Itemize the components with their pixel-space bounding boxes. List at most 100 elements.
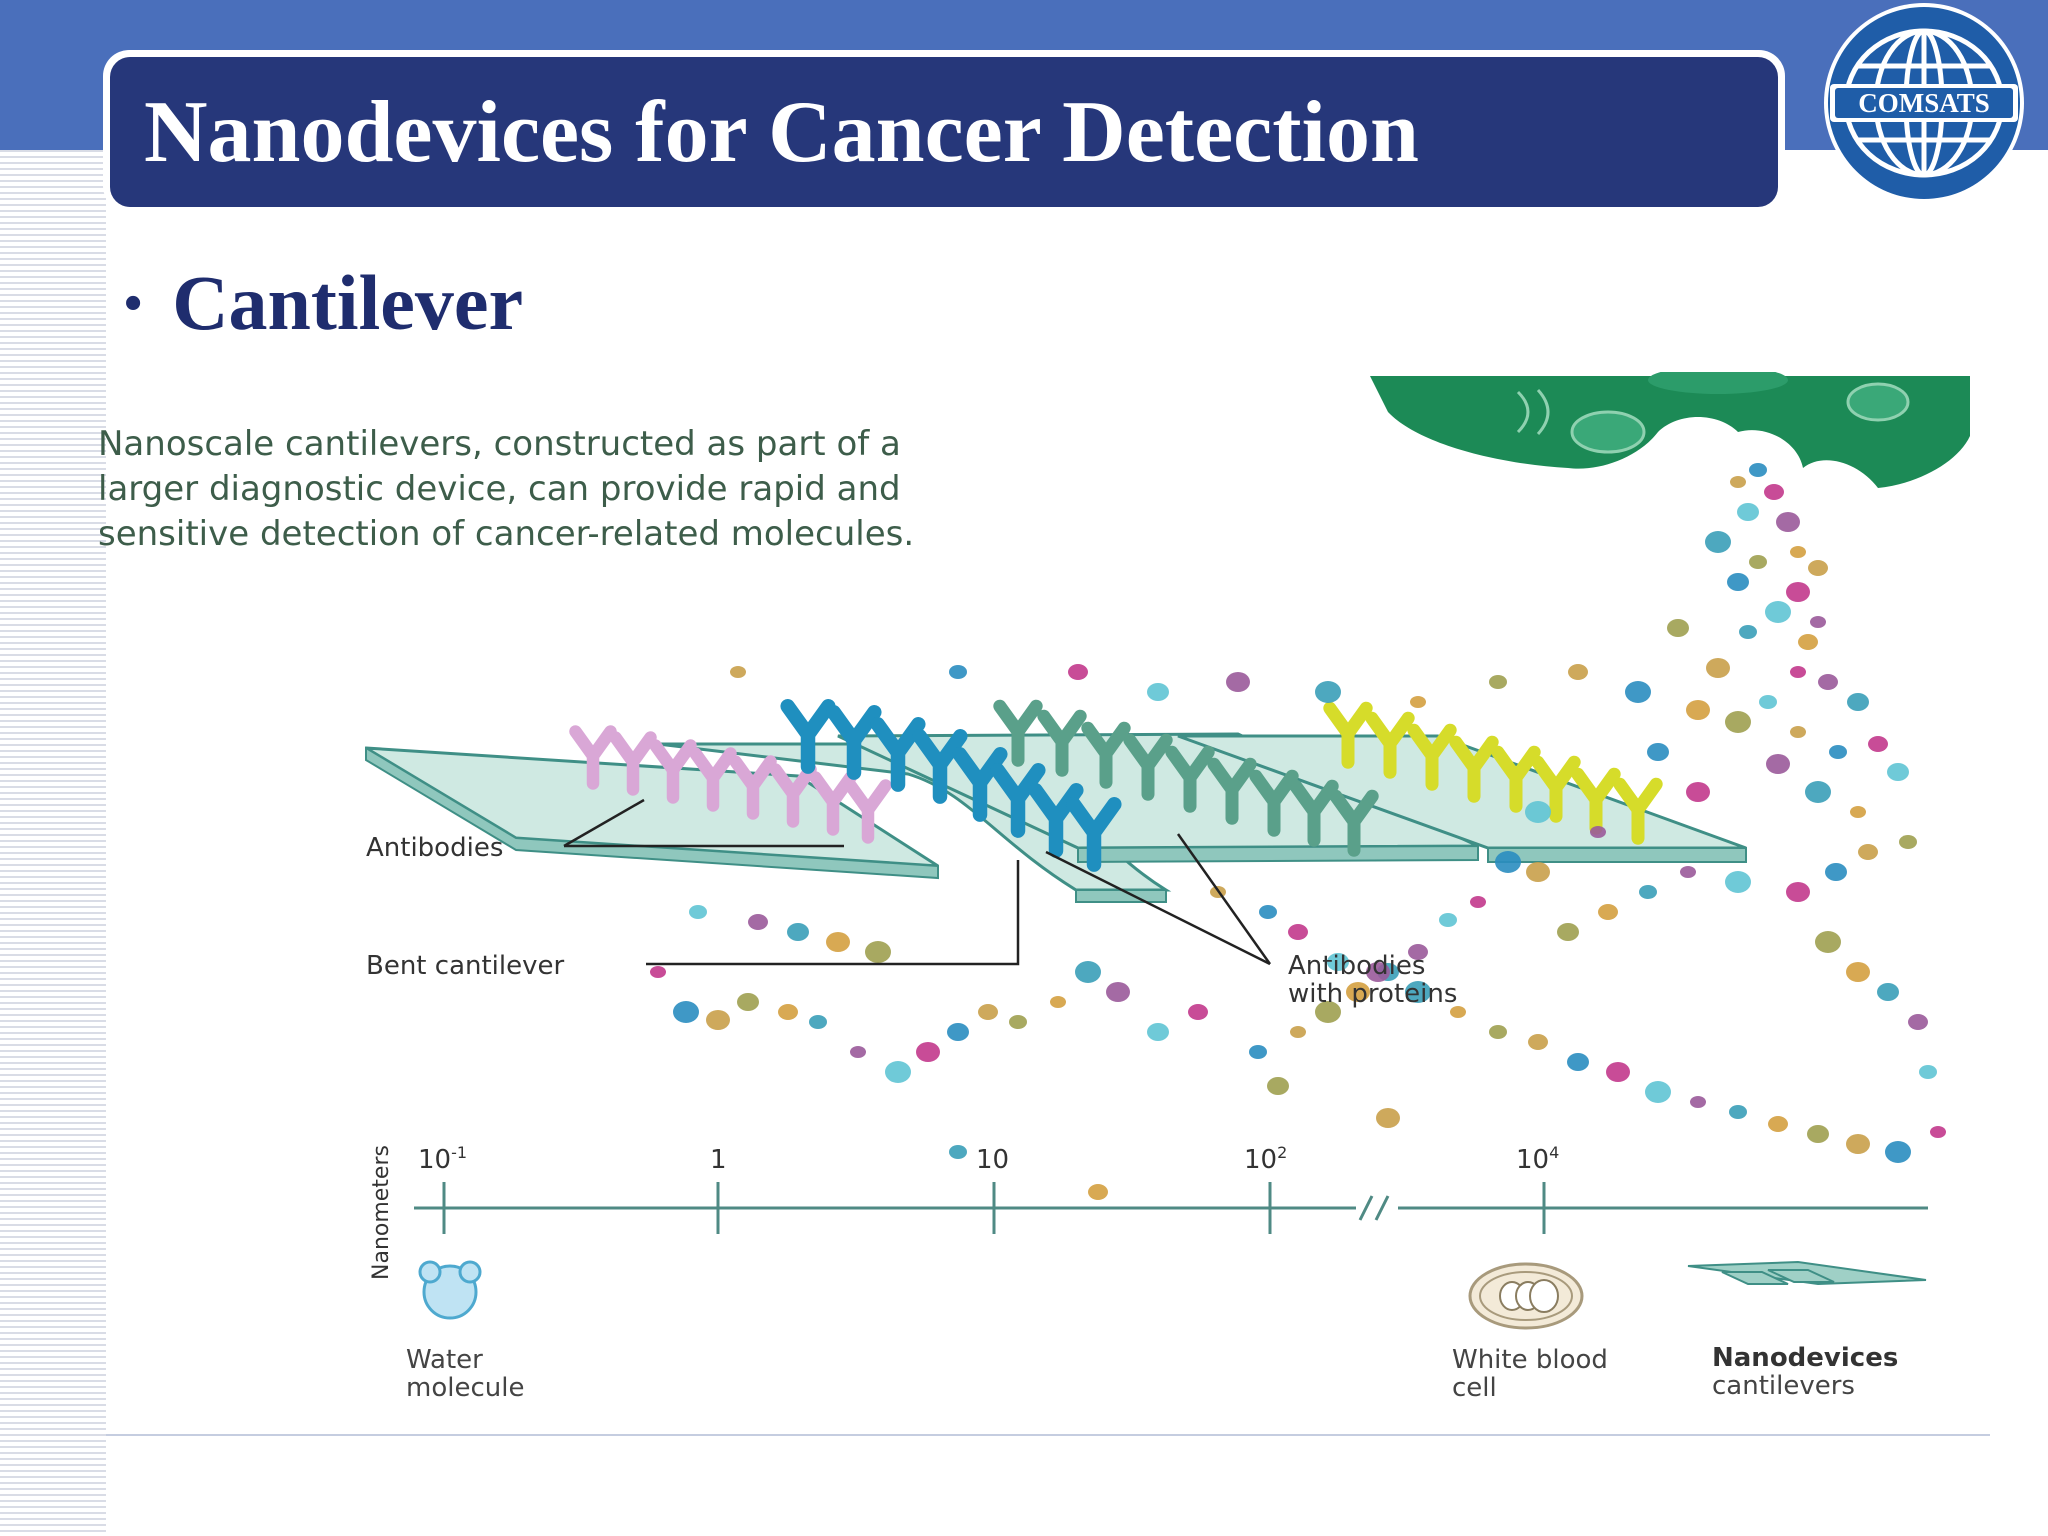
molecule <box>1315 1001 1341 1023</box>
water-label-1: Water <box>406 1345 483 1375</box>
antibody <box>689 747 737 812</box>
scale-axis-label: Nanometers <box>369 1145 394 1280</box>
molecule <box>1899 835 1917 849</box>
molecule <box>1846 1134 1870 1154</box>
molecule <box>1249 1045 1267 1059</box>
molecule <box>1825 863 1847 881</box>
molecule <box>1818 674 1838 690</box>
molecule <box>1315 681 1341 703</box>
antibody <box>1531 755 1581 823</box>
molecule <box>737 993 759 1011</box>
molecule <box>1106 982 1130 1002</box>
molecule <box>1376 1108 1400 1128</box>
molecule <box>1526 862 1550 882</box>
antibody <box>952 747 1008 822</box>
comsats-logo: COMSATS <box>1824 3 2024 203</box>
molecule <box>1147 1023 1169 1041</box>
molecule <box>1798 634 1818 650</box>
label-antibodies-proteins-1: Antibodies <box>1288 951 1425 981</box>
molecule <box>865 941 891 963</box>
molecule <box>1557 923 1579 941</box>
wbc-label-2: cell <box>1452 1373 1497 1403</box>
molecule <box>1766 754 1790 774</box>
antibody <box>870 717 926 792</box>
molecule <box>1450 1006 1466 1018</box>
molecule <box>1908 1014 1928 1030</box>
molecule <box>1868 736 1888 752</box>
label-antibodies-proteins-2: with proteins <box>1288 979 1457 1009</box>
molecule <box>1288 924 1308 940</box>
antibody <box>1165 745 1215 813</box>
antibodies-blue <box>780 699 1122 872</box>
antibody <box>1249 769 1299 837</box>
molecule <box>1759 695 1777 709</box>
molecule <box>1807 1125 1829 1143</box>
molecule <box>1568 664 1588 680</box>
molecule <box>850 1046 866 1058</box>
cantilever-right <box>1177 734 1747 863</box>
molecule <box>1858 844 1878 860</box>
nano-label-2: cantilevers <box>1712 1371 1855 1401</box>
molecule <box>1737 503 1759 521</box>
molecule <box>1805 781 1831 803</box>
molecule <box>1739 625 1757 639</box>
molecule <box>1147 683 1169 701</box>
nano-label-1: Nanodevices <box>1712 1343 1898 1373</box>
molecule <box>1706 658 1730 678</box>
molecule <box>916 1042 940 1062</box>
molecule <box>1088 1184 1108 1200</box>
molecule <box>1075 961 1101 983</box>
tick-label-1: 1 <box>710 1145 727 1175</box>
molecule <box>1267 1077 1289 1095</box>
molecule <box>1790 546 1806 558</box>
molecule <box>689 905 707 919</box>
antibody <box>912 729 968 804</box>
water-label-2: molecule <box>406 1373 524 1403</box>
molecule <box>1598 904 1618 920</box>
molecule <box>1068 664 1088 680</box>
molecule <box>1729 1105 1747 1119</box>
molecule <box>1606 1062 1630 1082</box>
molecule <box>1786 582 1810 602</box>
logo-text: COMSATS <box>1858 88 1990 118</box>
tick-label-4: 104 <box>1516 1143 1559 1175</box>
molecule <box>1645 1081 1671 1103</box>
antibody <box>1449 735 1499 803</box>
molecule <box>1790 726 1806 738</box>
molecule <box>748 914 768 930</box>
antibody <box>1123 733 1173 801</box>
molecule <box>1850 806 1866 818</box>
molecule <box>1410 696 1426 708</box>
molecule <box>1885 1141 1911 1163</box>
antibody <box>1407 723 1457 791</box>
molecule <box>1705 531 1731 553</box>
molecule <box>650 966 666 978</box>
antibody <box>729 755 777 820</box>
molecule <box>1327 953 1349 971</box>
molecule <box>1730 476 1746 488</box>
wbc-label-1: White blood <box>1452 1345 1608 1375</box>
nanometer-scale: Nanometers 10-1 1 10 102 104 Water molec… <box>369 1143 1928 1403</box>
antibodies-pink <box>569 725 892 844</box>
molecule <box>1919 1065 1937 1079</box>
molecule <box>1887 763 1909 781</box>
molecule <box>1259 905 1277 919</box>
bullet-marker: • <box>124 274 143 332</box>
cancer-molecules <box>650 463 1946 1200</box>
label-bent-cantilever: Bent cantilever <box>366 951 564 981</box>
molecule <box>1525 801 1551 823</box>
molecule <box>1489 675 1507 689</box>
molecule <box>1686 700 1710 720</box>
antibody <box>1081 721 1131 789</box>
figure-caption: Nanoscale cantilevers, constructed as pa… <box>98 424 915 554</box>
molecule <box>1439 913 1457 927</box>
antibody <box>1289 779 1339 847</box>
molecule <box>1590 826 1606 838</box>
leader-lines <box>563 798 1272 966</box>
footer-divider <box>106 1434 1990 1436</box>
molecule <box>978 1004 998 1020</box>
bullet-item: • Cantilever <box>124 258 523 348</box>
molecule <box>1567 1053 1589 1071</box>
molecule <box>1408 944 1428 960</box>
molecule <box>1470 896 1486 908</box>
